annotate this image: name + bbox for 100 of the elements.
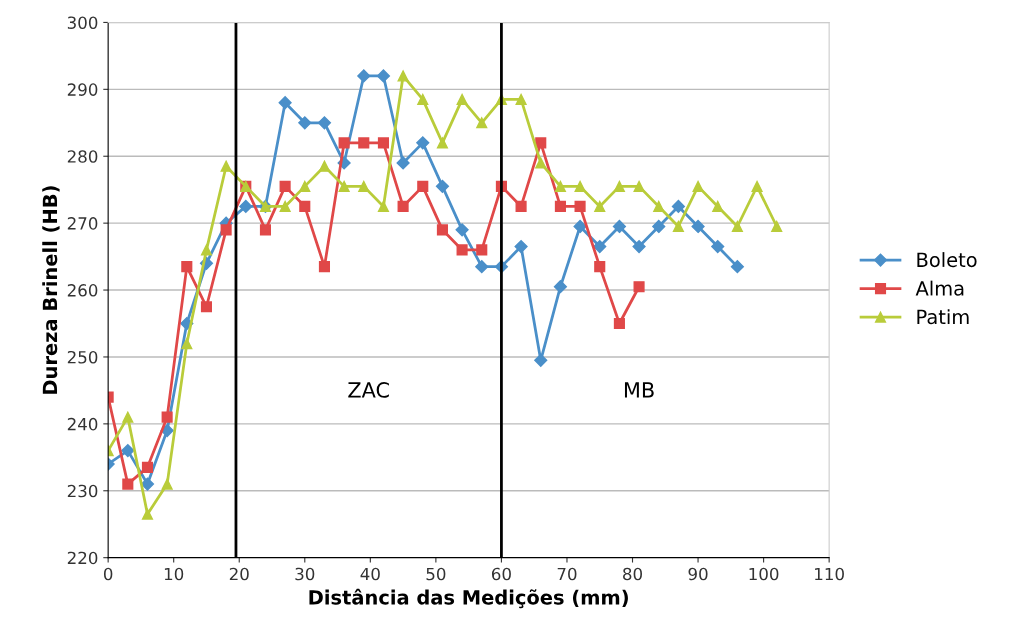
point bbox=[691, 219, 705, 234]
point bbox=[712, 200, 724, 212]
point bbox=[279, 200, 291, 212]
x-tick-label: 60 bbox=[491, 567, 511, 581]
x-tick-label: 90 bbox=[688, 567, 708, 581]
point bbox=[613, 317, 625, 330]
y-tick-label: 260 bbox=[67, 284, 98, 297]
point bbox=[317, 116, 332, 130]
point bbox=[475, 260, 489, 274]
point bbox=[239, 199, 253, 214]
point bbox=[613, 180, 625, 192]
point bbox=[357, 69, 371, 83]
point bbox=[358, 180, 370, 192]
y-tick-label: 220 bbox=[67, 551, 98, 565]
point bbox=[220, 224, 232, 236]
point bbox=[181, 338, 193, 350]
x-axis-title: Distância das Medições (mm) bbox=[309, 588, 628, 609]
y-axis-title: Dureza Brinell (HB) bbox=[42, 186, 60, 394]
point bbox=[161, 478, 173, 490]
point bbox=[259, 224, 272, 236]
point bbox=[397, 70, 409, 82]
point bbox=[593, 239, 607, 254]
point bbox=[515, 200, 527, 212]
point bbox=[417, 93, 429, 105]
point bbox=[594, 261, 606, 273]
point bbox=[122, 411, 134, 423]
point bbox=[121, 444, 135, 458]
point bbox=[396, 156, 410, 170]
point bbox=[122, 478, 134, 490]
legend-label: Boleto bbox=[917, 252, 977, 268]
x-tick-label: 80 bbox=[623, 567, 643, 581]
point bbox=[435, 179, 450, 193]
point bbox=[574, 180, 586, 192]
point bbox=[476, 117, 488, 129]
point bbox=[692, 180, 704, 192]
point bbox=[358, 137, 370, 149]
point bbox=[535, 137, 547, 149]
point bbox=[553, 280, 568, 294]
y-tick-label: 280 bbox=[67, 150, 98, 163]
y-tick-label: 270 bbox=[67, 217, 98, 230]
point bbox=[376, 69, 391, 83]
point bbox=[711, 239, 725, 254]
point bbox=[436, 224, 448, 236]
point bbox=[573, 219, 587, 234]
point bbox=[299, 180, 311, 192]
point bbox=[671, 199, 685, 214]
x-tick-label: 20 bbox=[229, 567, 249, 581]
x-tick-label: 0 bbox=[103, 567, 113, 581]
legend-label: Patim bbox=[917, 309, 969, 325]
point bbox=[554, 180, 566, 192]
point bbox=[730, 260, 744, 274]
point bbox=[220, 160, 232, 172]
point bbox=[298, 116, 312, 130]
y-tick-label: 250 bbox=[67, 350, 98, 364]
point bbox=[731, 220, 743, 233]
point bbox=[200, 301, 213, 313]
point bbox=[279, 180, 291, 192]
legend-label: Alma bbox=[915, 280, 964, 296]
point bbox=[771, 220, 783, 233]
annotation: ZAC bbox=[348, 382, 389, 398]
y-tick-label: 240 bbox=[67, 417, 98, 431]
point bbox=[416, 136, 430, 150]
point bbox=[535, 157, 547, 169]
x-tick-label: 10 bbox=[164, 567, 184, 581]
point bbox=[476, 244, 488, 256]
point bbox=[633, 180, 645, 192]
point bbox=[632, 239, 646, 254]
point bbox=[456, 93, 468, 105]
y-tick-label: 230 bbox=[67, 484, 98, 498]
y-tick-label: 290 bbox=[67, 83, 98, 96]
point bbox=[278, 96, 292, 110]
x-tick-label: 70 bbox=[557, 567, 577, 581]
point bbox=[633, 281, 645, 293]
annotation: MB bbox=[624, 382, 654, 398]
point bbox=[338, 137, 350, 149]
point bbox=[200, 244, 213, 256]
point bbox=[377, 137, 389, 149]
point bbox=[612, 219, 626, 234]
point bbox=[456, 244, 468, 256]
y-tick-label: 300 bbox=[67, 16, 98, 29]
x-tick-label: 110 bbox=[815, 567, 844, 581]
x-tick-label: 40 bbox=[360, 567, 380, 581]
point bbox=[515, 93, 527, 105]
point bbox=[652, 219, 666, 234]
point bbox=[161, 411, 173, 423]
point bbox=[397, 200, 409, 212]
point bbox=[140, 477, 155, 491]
point bbox=[594, 200, 606, 212]
point bbox=[436, 137, 448, 149]
point bbox=[377, 200, 389, 212]
point bbox=[672, 220, 684, 233]
point bbox=[338, 180, 350, 192]
x-tick-label: 50 bbox=[426, 567, 446, 581]
point bbox=[514, 239, 528, 254]
point bbox=[554, 200, 566, 212]
point bbox=[751, 180, 763, 192]
point bbox=[318, 160, 331, 172]
point bbox=[455, 223, 469, 237]
point bbox=[534, 353, 548, 367]
point bbox=[574, 200, 586, 212]
